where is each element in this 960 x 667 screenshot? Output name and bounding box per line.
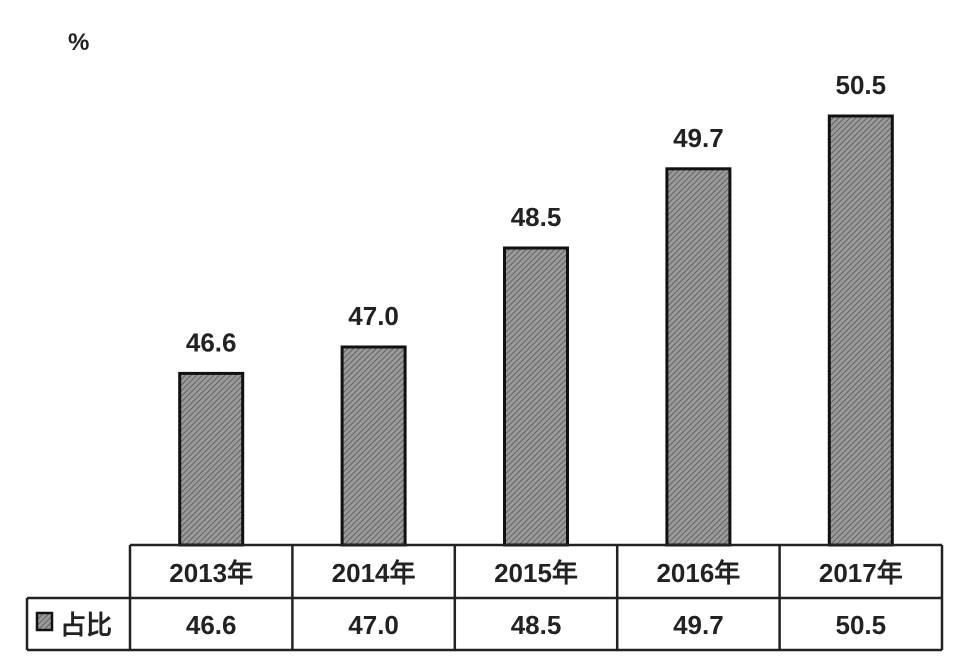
data-label: 50.5 (835, 70, 886, 100)
legend-label: 占比 (60, 610, 112, 640)
data-label: 48.5 (511, 202, 562, 232)
bar-2017年 (827, 114, 894, 547)
data-label: 49.7 (673, 123, 724, 153)
table-value-cell: 49.7 (673, 610, 724, 640)
bar-2014年 (340, 345, 407, 547)
table-header-cell: 2016年 (656, 558, 740, 588)
table-value-cell: 48.5 (511, 610, 562, 640)
bar-2016年 (665, 167, 732, 547)
bar-2013年 (178, 371, 245, 547)
table-header-cell: 2017年 (819, 558, 903, 588)
table-header-cell: 2013年 (169, 558, 253, 588)
bar-2015年 (503, 246, 569, 547)
table-header-cell: 2015年 (494, 558, 578, 588)
data-label: 47.0 (348, 301, 399, 331)
table-value-cell: 47.0 (348, 610, 399, 640)
table-value-cell: 50.5 (835, 610, 886, 640)
data-label: 46.6 (186, 327, 237, 357)
y-unit-label: % (68, 29, 89, 56)
table-value-cell: 46.6 (186, 610, 237, 640)
legend-swatch (35, 611, 54, 632)
table-header-cell: 2014年 (332, 558, 416, 588)
